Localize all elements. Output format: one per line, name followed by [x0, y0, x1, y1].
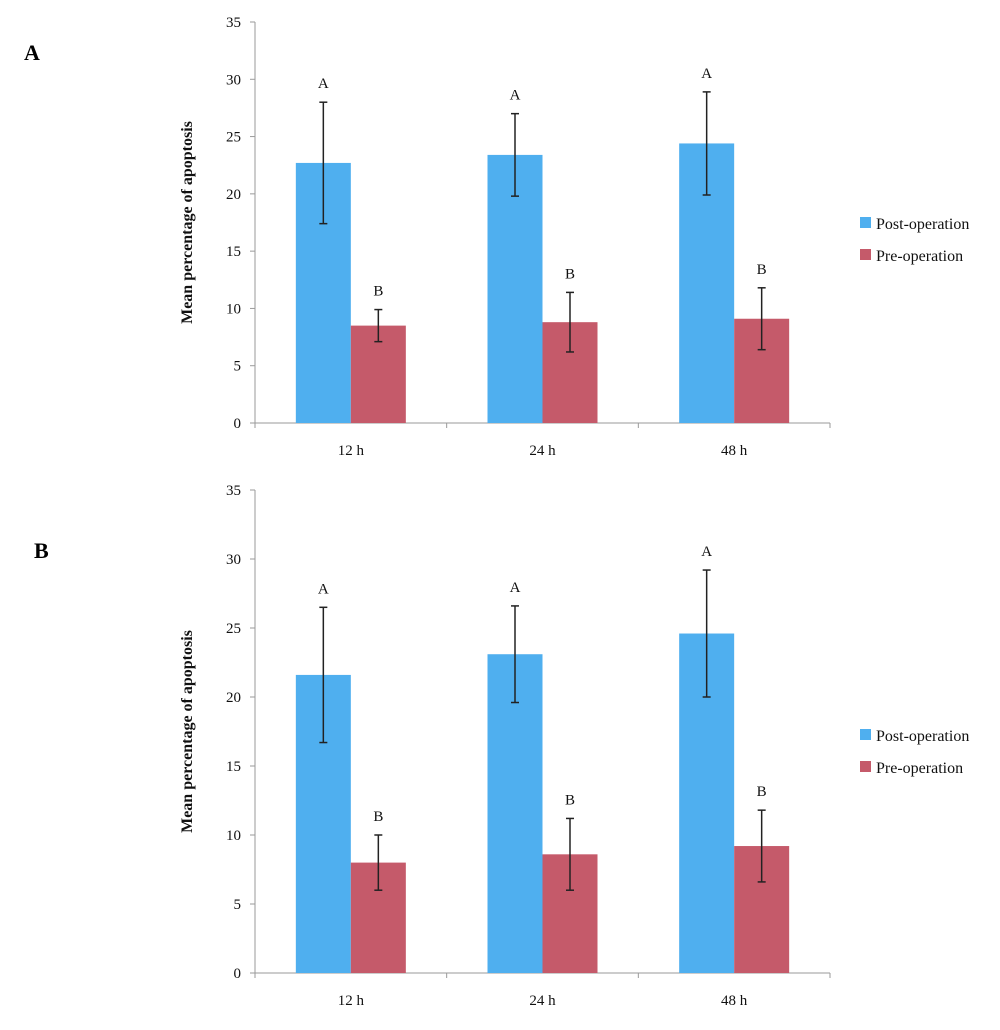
p1-legend-label-post: Post-operation [876, 216, 969, 233]
p2-significance-label: B [757, 784, 767, 800]
p2-y-axis-label: Mean percentage of apoptosis [179, 630, 196, 833]
p1-y-tick-label: 15 [226, 244, 241, 260]
p1-y-tick-label: 25 [226, 130, 241, 146]
p1-bar-post [487, 154, 543, 423]
p2-y-tick-label: 30 [226, 552, 241, 568]
p2-legend-label-post: Post-operation [876, 728, 969, 745]
p2-significance-label: B [565, 792, 575, 808]
p1-x-tick-label: 24 h [529, 443, 556, 459]
p2-significance-label: A [701, 544, 712, 560]
p1-significance-label: A [701, 66, 712, 82]
p2-legend-label-pre: Pre-operation [876, 760, 963, 777]
p2-significance-label: B [373, 809, 383, 825]
p2-significance-label: A [510, 580, 521, 596]
p1-significance-label: B [373, 284, 383, 300]
p2-y-tick-label: 25 [226, 621, 241, 637]
panel-label-b: B [34, 538, 49, 563]
p1-y-tick-label: 0 [234, 416, 242, 432]
p1-y-axis-label: Mean percentage of apoptosis [179, 121, 196, 324]
p1-significance-label: A [510, 88, 521, 104]
p2-y-tick-label: 15 [226, 759, 241, 775]
p1-legend-swatch-post [860, 217, 871, 228]
p1-x-tick-label: 12 h [338, 443, 365, 459]
p2-y-tick-label: 0 [234, 966, 242, 982]
p2-legend-swatch-pre [860, 761, 871, 772]
p1-significance-label: B [757, 262, 767, 278]
p1-significance-label: B [565, 266, 575, 282]
p1-significance-label: A [318, 76, 329, 92]
p1-y-tick-label: 35 [226, 15, 241, 31]
p2-x-tick-label: 24 h [529, 993, 556, 1009]
p1-y-tick-label: 20 [226, 187, 241, 203]
p1-y-tick-label: 5 [234, 359, 242, 375]
p1-y-tick-label: 30 [226, 72, 241, 88]
p2-legend-swatch-post [860, 729, 871, 740]
p1-x-tick-label: 48 h [721, 443, 748, 459]
p2-significance-label: A [318, 581, 329, 597]
p1-y-tick-label: 10 [226, 301, 241, 317]
p2-y-tick-label: 10 [226, 828, 241, 844]
p2-bar-post [487, 654, 543, 973]
p1-legend-swatch-pre [860, 249, 871, 260]
p2-y-tick-label: 20 [226, 690, 241, 706]
panel-label-a: A [24, 40, 40, 65]
p2-x-tick-label: 48 h [721, 993, 748, 1009]
p1-legend-label-pre: Pre-operation [876, 248, 963, 265]
p2-y-tick-label: 35 [226, 483, 241, 499]
p2-y-tick-label: 5 [234, 897, 242, 913]
p2-x-tick-label: 12 h [338, 993, 365, 1009]
